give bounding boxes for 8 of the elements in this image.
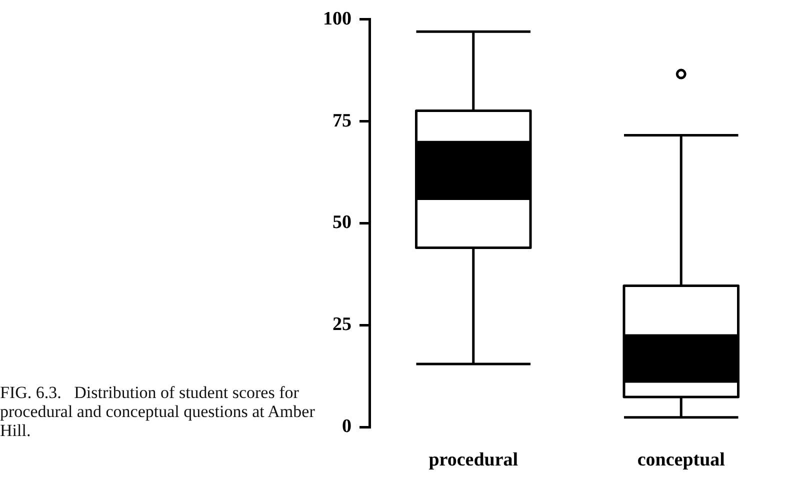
y-tick-label: 50: [332, 212, 352, 234]
y-tick-label: 100: [323, 8, 352, 30]
y-tick-label: 25: [332, 314, 352, 336]
x-tick-label: procedural: [428, 450, 518, 471]
y-tick-label: 75: [332, 110, 352, 132]
y-tick-label: 0: [342, 416, 352, 438]
caption: FIG. 6.3. Distribution of student scores for procedural and conceptual questions at Amber Hill.: [0, 383, 316, 440]
x-tick-label: conceptual: [637, 450, 725, 471]
